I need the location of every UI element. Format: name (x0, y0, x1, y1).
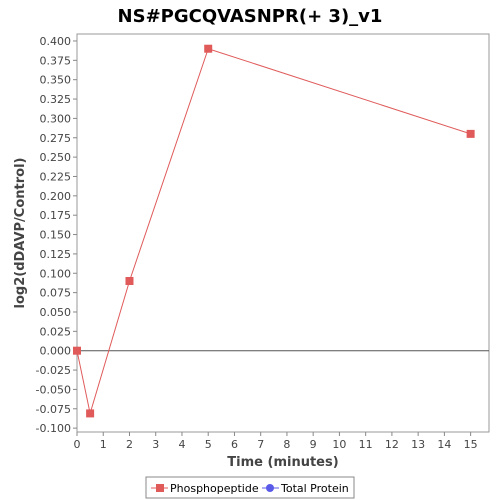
y-tick-label: 0.250 (40, 151, 72, 164)
legend-phosphopeptide-marker (156, 484, 164, 492)
y-tick-label: 0.125 (40, 248, 72, 261)
chart-title: NS#PGCQVASNPR(+ 3)_v1 (118, 6, 383, 27)
data-point (86, 409, 95, 418)
x-tick-label: 4 (178, 438, 185, 451)
y-axis-title: log2(dDAVP/Control) (13, 158, 28, 309)
data-point (125, 277, 134, 286)
x-tick-label: 2 (126, 438, 133, 451)
y-tick-label: 0.050 (40, 306, 72, 319)
y-tick-label: 0.000 (40, 345, 72, 358)
y-tick-label: 0.225 (40, 170, 72, 183)
x-tick-label: 8 (283, 438, 290, 451)
y-tick-label: 0.200 (40, 190, 72, 203)
legend: Phosphopeptide Total Protein (145, 476, 355, 499)
x-tick-label: 5 (205, 438, 212, 451)
y-tick-label: 0.275 (40, 132, 72, 145)
y-tick-label: 0.075 (40, 287, 72, 300)
y-tick-label: 0.025 (40, 325, 72, 338)
x-tick-label: 1 (100, 438, 107, 451)
y-tick-label: 0.150 (40, 229, 72, 242)
y-tick-label: -0.025 (36, 364, 71, 377)
data-point (73, 346, 81, 355)
plot-area (76, 33, 490, 433)
x-tick-label: 9 (310, 438, 317, 451)
y-tick-label: -0.100 (36, 422, 71, 435)
y-tick-label: 0.325 (40, 93, 72, 106)
data-point (204, 44, 213, 53)
x-tick-label: 6 (231, 438, 238, 451)
x-axis-title: Time (minutes) (227, 455, 338, 470)
y-tick-label: 0.175 (40, 209, 72, 222)
x-tick-label: 11 (359, 438, 373, 451)
y-tick-label: -0.050 (36, 383, 71, 396)
x-tick-label: 0 (74, 438, 81, 451)
legend-total-protein-label: Total Protein (280, 482, 349, 495)
x-tick-label: 12 (385, 438, 399, 451)
y-tick-label: 0.400 (40, 35, 72, 48)
data-point (466, 129, 475, 138)
x-tick-label: 10 (332, 438, 346, 451)
y-tick-label: 0.100 (40, 267, 72, 280)
y-tick-label: 0.375 (40, 54, 72, 67)
x-tick-label: 15 (464, 438, 478, 451)
legend-box (145, 476, 355, 499)
y-tick-label: 0.350 (40, 74, 72, 87)
x-tick-label: 13 (411, 438, 425, 451)
legend-phosphopeptide-label: Phosphopeptide (170, 482, 259, 495)
y-tick-label: -0.075 (36, 403, 71, 416)
x-tick-label: 7 (257, 438, 264, 451)
x-tick-label: 14 (437, 438, 451, 451)
y-tick-label: 0.300 (40, 112, 72, 125)
x-tick-label: 3 (152, 438, 159, 451)
legend-total-protein-marker (266, 484, 274, 492)
